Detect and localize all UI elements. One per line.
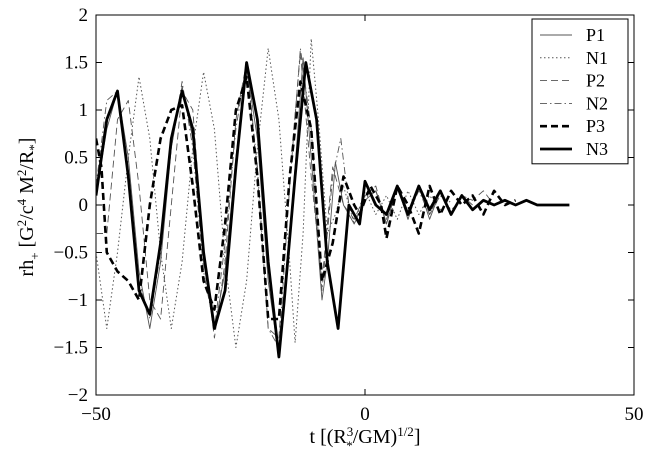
x-tick-label: 50 <box>625 404 644 425</box>
series-line-n3 <box>96 61 570 359</box>
x-tick-label: 0 <box>360 404 370 425</box>
y-tick-label: 2 <box>79 5 89 26</box>
legend-box <box>531 18 629 165</box>
y-tick-label: −1.5 <box>54 338 88 359</box>
legend-label-n2: N2 <box>586 93 608 113</box>
legend-label-p1: P1 <box>586 25 605 45</box>
legend-label-n3: N3 <box>586 139 608 159</box>
y-tick-label: 0.5 <box>64 148 88 169</box>
legend-label-n1: N1 <box>586 48 608 68</box>
y-tick-label: −1 <box>68 290 88 311</box>
legend-label-p3: P3 <box>586 116 605 136</box>
x-tick-label: −50 <box>81 404 111 425</box>
y-tick-label: −0.5 <box>54 243 88 264</box>
y-tick-label: 1.5 <box>64 53 88 74</box>
y-tick-label: 1 <box>79 100 89 121</box>
x-axis-label: t [(R3 */GM)1/2] <box>310 424 421 453</box>
series-line-p3 <box>96 75 517 321</box>
y-tick-label: 0 <box>79 195 89 216</box>
series-line-n1 <box>96 38 452 348</box>
legend-label-p2: P2 <box>586 71 605 91</box>
y-axis-label: rh+ [G2/c4 M2/R*] <box>14 138 42 277</box>
y-tick-label: −2 <box>68 385 88 406</box>
